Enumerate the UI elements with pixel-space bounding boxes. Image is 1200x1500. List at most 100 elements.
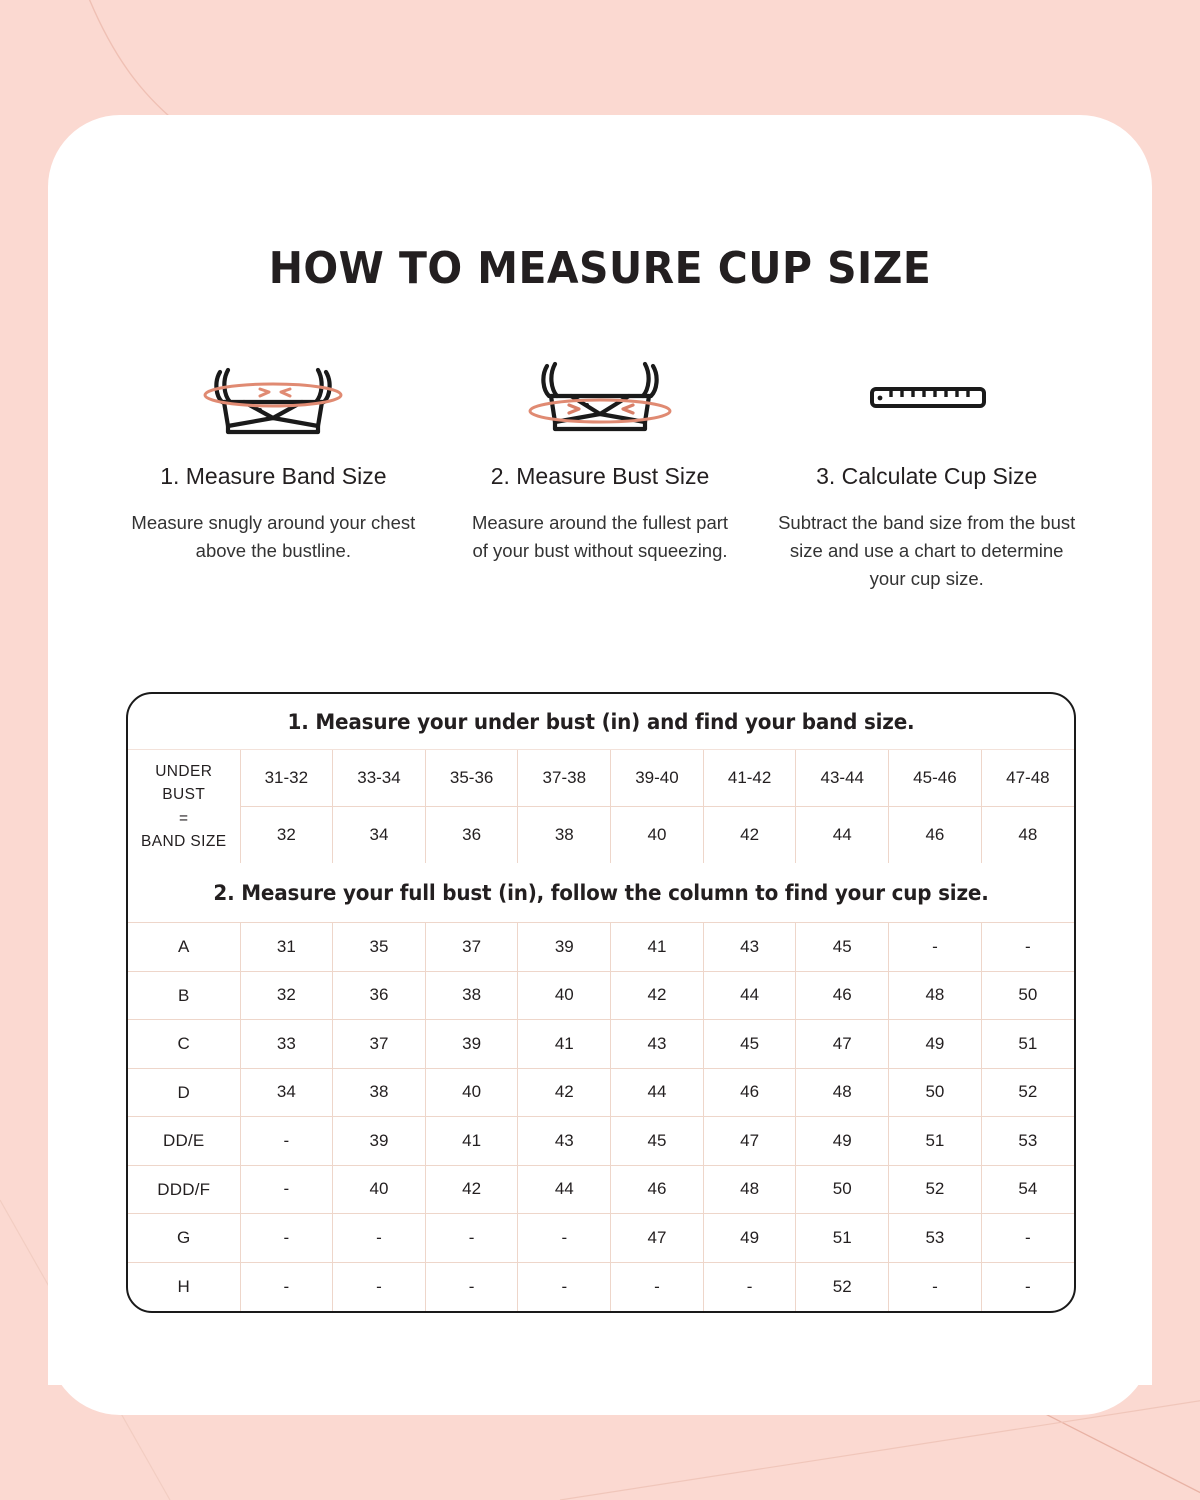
underbust-range-cell: 47-48	[980, 749, 1074, 807]
underbust-range-cell: 45-46	[888, 749, 982, 807]
table-section-1-heading-row: 1. Measure your under bust (in) and find…	[128, 694, 1074, 750]
step-calculate-cup-size: 3. Calculate Cup Size Subtract the band …	[763, 355, 1090, 593]
bust-size-cell: 52	[888, 1164, 982, 1214]
cup-size-label: C	[128, 1019, 240, 1068]
bust-size-cell: -	[980, 922, 1074, 971]
bust-size-cell: -	[702, 1261, 796, 1311]
cup-size-label: B	[128, 970, 240, 1020]
bust-size-cell: -	[980, 1261, 1074, 1311]
band-size-cell: 40	[610, 805, 704, 863]
bust-size-cell: 44	[610, 1067, 704, 1117]
table-row: H - - - - - -52- -	[128, 1261, 1074, 1311]
bust-size-cell: 51	[980, 1019, 1074, 1068]
bust-size-cell: 48	[702, 1164, 796, 1214]
table-row: D 34 38 40 42 44 46 48 50 52	[128, 1067, 1074, 1117]
bust-size-cell: 37	[424, 922, 518, 971]
underbust-range-cell: 33-34	[332, 749, 426, 807]
cup-size-label: D	[128, 1067, 240, 1117]
table-row: DDD/F -40 42 44 46 48 50 52 54	[128, 1164, 1074, 1214]
bust-size-cell: 49	[795, 1116, 889, 1165]
underbust-label: UNDER BUST	[155, 763, 213, 804]
bust-size-cell: 43	[702, 922, 796, 971]
bust-size-cell: 34	[239, 1067, 333, 1117]
bust-size-cell: 41	[517, 1019, 611, 1068]
bandsize-row: 32 34 36 38 40 42 44 46 48	[128, 805, 1074, 863]
cup-size-label: DD/E	[128, 1116, 240, 1165]
bust-size-cell: 51	[795, 1213, 889, 1262]
bust-size-cell: -	[980, 1213, 1074, 1262]
bust-size-cell: 48	[795, 1067, 889, 1117]
bust-size-cell: 32	[239, 970, 333, 1020]
table-row: A 31 35 37 39 41 43 45- -	[128, 922, 1074, 971]
bust-size-cell: 38	[332, 1067, 426, 1117]
step-description: Measure around the fullest part of your …	[471, 512, 729, 562]
bust-size-cell: 48	[888, 970, 982, 1020]
step-measure-bust-size: 2. Measure Bust Size Measure around the …	[437, 355, 764, 593]
bust-size-cell: 49	[888, 1019, 982, 1068]
bra-bust-measure-icon	[437, 355, 764, 435]
bust-size-cell: 38	[424, 970, 518, 1020]
bust-size-cell: 45	[795, 922, 889, 971]
bust-size-cell: 43	[610, 1019, 704, 1068]
cup-size-label: H	[128, 1261, 240, 1311]
bust-size-cell: -	[888, 922, 982, 971]
bust-size-cell: 42	[517, 1067, 611, 1117]
bust-size-cell: 46	[610, 1164, 704, 1214]
bust-size-cell: -	[517, 1261, 611, 1311]
bust-size-cell: 52	[980, 1067, 1074, 1117]
bust-size-cell: 36	[332, 970, 426, 1020]
bust-size-cell: -	[610, 1261, 704, 1311]
bust-size-cell: -	[239, 1213, 333, 1262]
bust-size-cell: -	[332, 1213, 426, 1262]
step-description: Measure snugly around your chest above t…	[131, 512, 416, 562]
bust-size-cell: 31	[239, 922, 333, 971]
table-row: DD/E -39 41 43 45 47 49 51 53	[128, 1116, 1074, 1165]
bust-size-cell: 41	[610, 922, 704, 971]
section-1-heading: 1. Measure your under bust (in) and find…	[287, 710, 915, 734]
bust-size-cell: -	[239, 1164, 333, 1214]
bust-size-cell: 43	[517, 1116, 611, 1165]
page-title: HOW TO MEASURE CUP SIZE	[268, 243, 932, 294]
table-row: G - - - -47 49 51 53-	[128, 1213, 1074, 1262]
cup-size-label: DDD/F	[128, 1164, 240, 1214]
bust-size-cell: -	[239, 1261, 333, 1311]
bust-size-cell: 39	[517, 922, 611, 971]
underbust-range-cell: 37-38	[517, 749, 611, 807]
band-size-cell: 36	[424, 805, 518, 863]
bust-size-cell: -	[888, 1261, 982, 1311]
band-size-cell: 44	[795, 805, 889, 863]
bust-size-cell: 42	[610, 970, 704, 1020]
bust-size-cell: 45	[702, 1019, 796, 1068]
bust-size-cell: 45	[610, 1116, 704, 1165]
underbust-range-cell: 41-42	[702, 749, 796, 807]
bust-size-cell: 33	[239, 1019, 333, 1068]
size-chart: 1. Measure your under bust (in) and find…	[128, 694, 1074, 1311]
bust-size-cell: -	[332, 1261, 426, 1311]
bust-size-cell: 47	[795, 1019, 889, 1068]
bust-size-cell: -	[424, 1261, 518, 1311]
table-row: B 32 36 38 40 42 44 46 48 50	[128, 970, 1074, 1020]
underbust-row: UNDER BUST = BAND SIZE 31-32 33-34 35-36 37…	[128, 749, 1074, 863]
bust-size-cell: 37	[332, 1019, 426, 1068]
bust-size-cell: 53	[888, 1213, 982, 1262]
band-size-cell: 42	[702, 805, 796, 863]
bust-size-cell: 39	[424, 1019, 518, 1068]
bust-size-cell: 44	[702, 970, 796, 1020]
bust-size-cell: 47	[702, 1116, 796, 1165]
bust-size-cell: 53	[980, 1116, 1074, 1165]
bust-size-cell: 40	[332, 1164, 426, 1214]
bust-size-cell: 44	[517, 1164, 611, 1214]
bust-size-cell: 50	[888, 1067, 982, 1117]
band-size-cell: 46	[888, 805, 982, 863]
step-heading: 1. Measure Band Size	[160, 463, 387, 489]
bust-size-cell: 50	[980, 970, 1074, 1020]
underbust-band-label: UNDER BUST = BAND SIZE	[128, 749, 240, 863]
bust-size-cell: 46	[702, 1067, 796, 1117]
bust-size-cell: 51	[888, 1116, 982, 1165]
cup-size-label: G	[128, 1213, 240, 1262]
step-description: Subtract the band size from the bust siz…	[778, 512, 1076, 590]
bust-size-cell: 52	[795, 1261, 889, 1311]
bust-size-cell: 49	[702, 1213, 796, 1262]
bust-size-cell: 54	[980, 1164, 1074, 1214]
